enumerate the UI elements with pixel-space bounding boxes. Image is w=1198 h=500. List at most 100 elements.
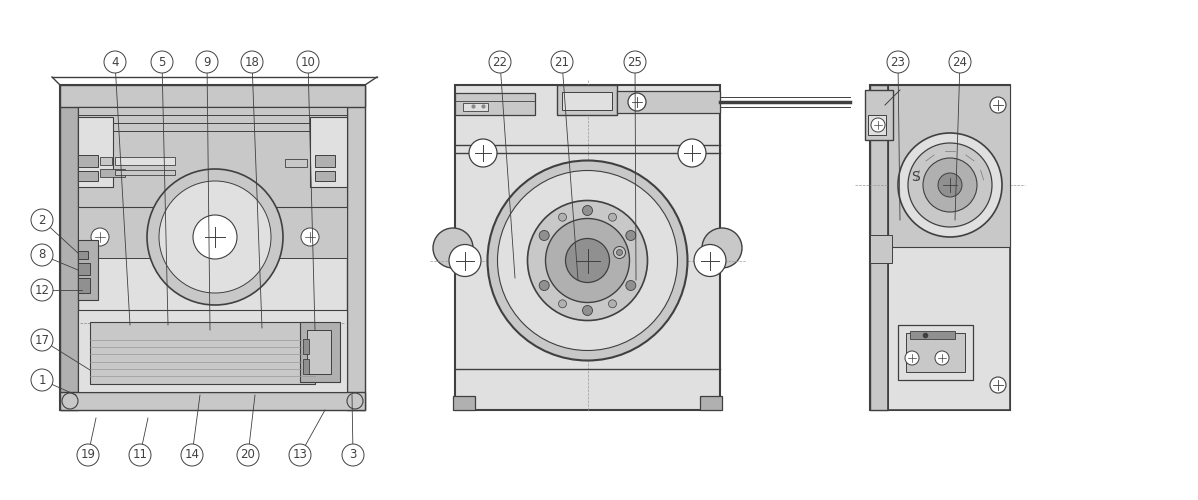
Circle shape xyxy=(497,170,678,350)
Circle shape xyxy=(31,209,53,231)
Bar xyxy=(78,158,347,258)
Circle shape xyxy=(990,97,1006,113)
Circle shape xyxy=(181,444,202,466)
Text: 25: 25 xyxy=(628,56,642,68)
Circle shape xyxy=(237,444,259,466)
Circle shape xyxy=(613,246,625,258)
Bar xyxy=(300,322,340,382)
Bar xyxy=(870,235,893,263)
Bar xyxy=(60,85,78,410)
Text: 11: 11 xyxy=(133,448,147,462)
Bar xyxy=(115,157,175,165)
Circle shape xyxy=(545,218,629,302)
Text: 2: 2 xyxy=(38,214,46,226)
Circle shape xyxy=(527,200,647,320)
Text: 18: 18 xyxy=(244,56,260,68)
Circle shape xyxy=(489,51,512,73)
Text: 22: 22 xyxy=(492,56,508,68)
Text: 9: 9 xyxy=(204,56,211,68)
Bar xyxy=(315,155,335,167)
Circle shape xyxy=(196,51,218,73)
Circle shape xyxy=(539,280,549,290)
Bar xyxy=(90,322,315,384)
Circle shape xyxy=(558,300,567,308)
Bar xyxy=(115,170,175,175)
Bar xyxy=(78,240,98,300)
Text: 14: 14 xyxy=(184,448,200,462)
Bar xyxy=(78,155,98,167)
Circle shape xyxy=(609,213,617,221)
Circle shape xyxy=(625,280,636,290)
Bar xyxy=(78,251,87,259)
Circle shape xyxy=(558,213,567,221)
Bar xyxy=(78,278,90,293)
Circle shape xyxy=(871,118,885,132)
Circle shape xyxy=(104,51,126,73)
Bar xyxy=(865,90,893,140)
Text: 17: 17 xyxy=(35,334,49,346)
Circle shape xyxy=(301,228,319,246)
Text: 5: 5 xyxy=(158,56,165,68)
Text: 3: 3 xyxy=(350,448,357,462)
Bar xyxy=(888,85,1010,410)
Text: S: S xyxy=(910,170,919,184)
Circle shape xyxy=(151,51,173,73)
Circle shape xyxy=(62,393,78,409)
Bar xyxy=(455,93,536,115)
Bar xyxy=(303,339,309,354)
Text: 8: 8 xyxy=(38,248,46,262)
Text: 19: 19 xyxy=(80,448,96,462)
Bar xyxy=(898,325,973,380)
Circle shape xyxy=(694,244,726,276)
Circle shape xyxy=(949,51,972,73)
Text: 23: 23 xyxy=(890,56,906,68)
Circle shape xyxy=(31,369,53,391)
Circle shape xyxy=(582,306,593,316)
Circle shape xyxy=(241,51,264,73)
Circle shape xyxy=(624,51,646,73)
Text: 21: 21 xyxy=(555,56,569,68)
Circle shape xyxy=(551,51,573,73)
Text: 12: 12 xyxy=(35,284,49,296)
Circle shape xyxy=(341,444,364,466)
Bar xyxy=(869,115,887,135)
Bar xyxy=(557,85,617,115)
Bar xyxy=(307,330,331,374)
Circle shape xyxy=(449,244,482,276)
Bar xyxy=(453,396,474,410)
Circle shape xyxy=(468,139,497,167)
Circle shape xyxy=(347,393,363,409)
Bar xyxy=(99,157,111,165)
Circle shape xyxy=(289,444,311,466)
Circle shape xyxy=(628,93,646,111)
Circle shape xyxy=(565,238,610,282)
Bar xyxy=(700,396,722,410)
Bar xyxy=(285,159,307,167)
Bar xyxy=(888,85,1010,247)
Circle shape xyxy=(193,215,237,259)
Circle shape xyxy=(31,279,53,301)
Bar xyxy=(870,85,1010,410)
Bar xyxy=(906,333,966,372)
Circle shape xyxy=(432,228,473,268)
Circle shape xyxy=(147,169,283,305)
Text: 10: 10 xyxy=(301,56,315,68)
Circle shape xyxy=(582,206,593,216)
Circle shape xyxy=(31,329,53,351)
Circle shape xyxy=(922,158,978,212)
Circle shape xyxy=(609,300,617,308)
Circle shape xyxy=(934,351,949,365)
Bar xyxy=(60,85,365,107)
Bar xyxy=(60,392,365,410)
Bar xyxy=(315,171,335,181)
Circle shape xyxy=(539,230,549,240)
Circle shape xyxy=(297,51,319,73)
Bar xyxy=(78,171,98,181)
Circle shape xyxy=(898,133,1002,237)
Bar xyxy=(455,85,720,410)
Bar xyxy=(347,85,365,410)
Circle shape xyxy=(617,250,623,256)
Circle shape xyxy=(31,244,53,266)
Bar xyxy=(310,117,347,187)
Bar xyxy=(78,107,347,207)
